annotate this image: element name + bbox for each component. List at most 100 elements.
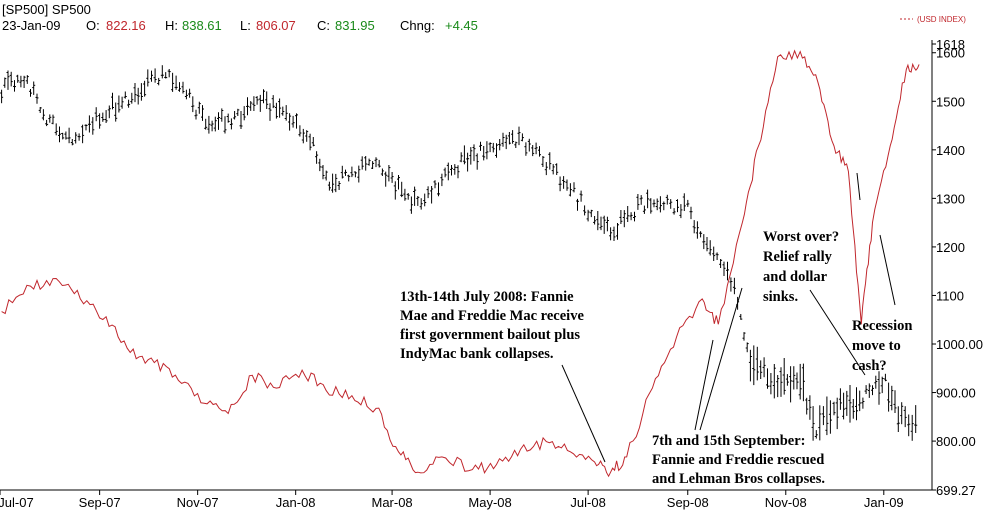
annotation-recession: Recession move to cash? [852,318,912,374]
x-tick-label: Jul-07 [0,495,34,510]
sp500-bar [32,81,36,95]
sp500-bar [896,406,900,432]
change-value: +4.45 [445,18,478,33]
sp500-bar [334,173,338,193]
annotation-line: 13th-14th July 2008: Fannie [400,289,574,305]
sp500-bar [842,392,846,420]
close-label: C: [317,18,330,33]
sp500-bar [851,399,855,419]
sp500-bar [337,181,341,190]
sp500-bar [719,259,723,268]
sp500-bar [252,96,256,111]
sp500-bar [114,102,118,122]
sp500-bar [265,91,269,109]
sp500-bar [658,196,662,213]
sp500-bar [629,212,633,221]
sp500-bar [808,395,812,420]
sp500-bar [762,357,766,378]
sp500-bar [6,70,10,90]
annotation-line: 7th and 15th September: [652,433,805,449]
sp500-bar [67,127,71,144]
annotation-line: Mae and Freddie Mac receive [400,308,584,324]
sp500-bar [25,75,29,84]
sp500-bar [616,223,619,240]
sp500-bar [782,358,786,395]
sp500-bar [772,364,776,399]
sp500-bar [871,385,874,396]
sp500-bar [845,390,849,416]
sp500-bar [565,179,569,191]
sp500-bar [739,314,743,320]
sp500-bar [357,165,361,183]
sp500-bar [344,169,347,176]
y-tick-label: 1500 [936,94,965,109]
sp500-bar [191,96,195,113]
x-tick-label: Jul-08 [570,495,605,510]
sp500-bar [136,87,140,105]
sp500-bar [377,159,381,168]
sp500-bar [3,77,7,88]
sp500-bar [907,414,911,437]
sp500-bar [825,396,829,436]
sp500-bar [419,198,423,210]
sp500-series [0,65,918,441]
sp500-bar [246,97,249,116]
sp500-bar [311,137,315,147]
sp500-bar [491,142,495,153]
sp500-bar [94,107,98,122]
sp500-bar [689,206,693,220]
y-tick-label: 1300 [936,191,965,206]
sp500-bar [649,198,653,214]
sp500-bar [278,98,282,118]
sp500-bar [504,134,508,150]
sp500-bar [558,176,562,192]
sp500-bar [769,373,773,395]
sp500-bar [45,119,49,127]
sp500-bar [226,113,230,123]
sp500-bar [101,112,105,122]
sp500-bar [517,126,521,146]
sp500-bar [583,205,587,216]
sp500-bar [785,374,789,386]
pointer-relief-rally [809,289,866,376]
sp500-bar [295,113,298,129]
low-label: L: [240,18,251,33]
sp500-bar [143,80,147,97]
sp500-bar [387,165,391,182]
sp500-bar [652,199,656,208]
usd-index-series [1,49,920,478]
chart-date: 23-Jan-09 [2,18,61,33]
sp500-bar [766,368,769,389]
sp500-bar [380,168,384,176]
sp500-bar [811,406,815,441]
sp500-bar [472,144,476,162]
sp500-bar [327,181,331,191]
sp500-bar [453,164,457,175]
sp500-bar [482,146,486,161]
sp500-bar [705,237,709,252]
sp500-bar [848,385,852,423]
sp500-bar [406,193,410,200]
sp500-bar [776,375,780,398]
sp500-bar [281,106,285,116]
sp500-bar [555,163,559,175]
sp500-bar [642,205,646,214]
sp500-bar [77,133,81,141]
annotation-line: Recession [852,318,912,334]
sp500-bar [524,142,528,156]
sp500-bar [58,126,61,143]
sp500-bar [789,366,793,403]
sp500-bar [910,414,914,441]
sp500-bar [318,158,322,172]
sp500-bar [877,371,881,405]
sp500-bar [702,234,706,250]
sp500-bar [534,142,538,155]
sp500-bar [291,115,295,128]
sp500-bar [146,69,150,87]
sp500-bar [305,130,309,142]
sp500-bar [495,143,498,158]
sp500-bar [507,132,511,145]
sp500-bar [38,107,42,113]
